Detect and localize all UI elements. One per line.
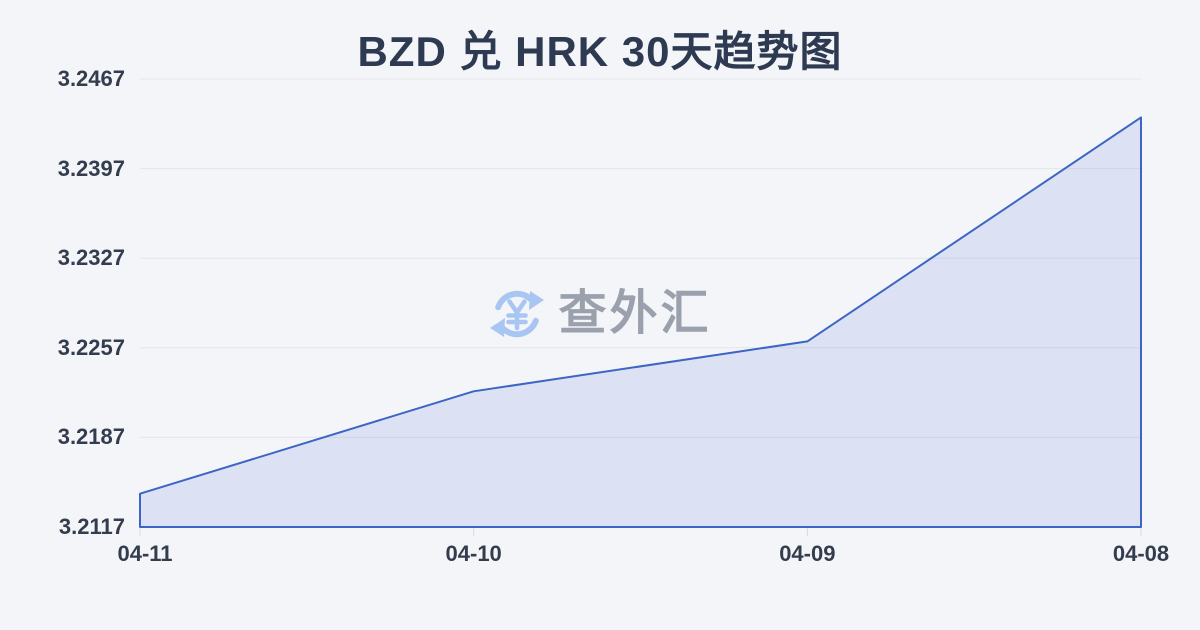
x-axis-tick-label: 04-11 bbox=[117, 541, 173, 566]
y-axis-tick-label: 3.2187 bbox=[57, 424, 125, 450]
y-axis-tick-label: 3.2467 bbox=[57, 66, 125, 91]
chart-title: BZD 兑 HRK 30天趋势图 bbox=[357, 28, 843, 75]
y-axis-tick-label: 3.2117 bbox=[58, 514, 125, 539]
y-axis-tick-label: 3.2327 bbox=[57, 245, 125, 271]
trend-area-series bbox=[139, 116, 1142, 528]
x-axis-tick-label: 04-09 bbox=[779, 541, 836, 566]
y-axis-tick-label: 3.2257 bbox=[57, 334, 125, 360]
x-axis-tick-label: 04-10 bbox=[445, 541, 502, 566]
x-axis-tick-label: 04-08 bbox=[1112, 541, 1170, 566]
y-axis-tick-label: 3.2397 bbox=[57, 155, 125, 181]
